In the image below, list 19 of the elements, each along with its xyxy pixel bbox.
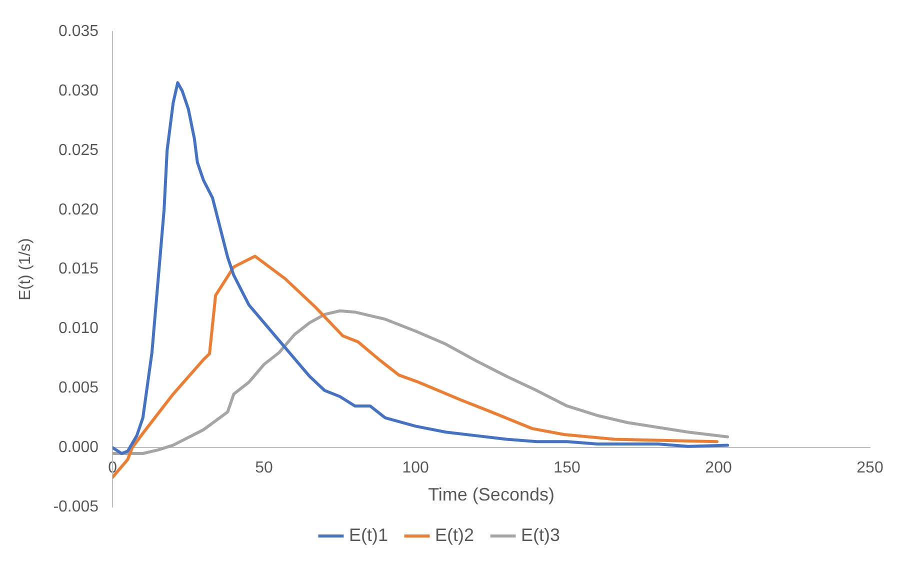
x-tick-label: 50	[255, 460, 274, 477]
legend-label: E(t)1	[348, 524, 388, 545]
y-tick-label: 0.015	[58, 260, 99, 278]
x-tick-label: 100	[402, 460, 429, 477]
y-tick-label: 0.020	[58, 201, 99, 218]
y-tick-label: 0.035	[58, 23, 99, 40]
y-tick-label: 0.025	[58, 142, 99, 159]
x-tick-label: 250	[856, 460, 884, 477]
y-axis-title: E(t) (1/s)	[17, 238, 34, 300]
y-tick-label: -0.005	[53, 498, 99, 516]
y-tick-label: 0.005	[58, 380, 99, 397]
legend-label: E(t)2	[434, 524, 474, 545]
x-axis-title: Time (Seconds)	[428, 484, 554, 505]
legend-label: E(t)3	[521, 524, 560, 545]
y-tick-label: 0.030	[58, 82, 99, 100]
y-tick-label: 0.000	[58, 438, 99, 456]
x-tick-label: 150	[554, 460, 580, 477]
x-tick-label: 200	[705, 460, 732, 477]
y-tick-label: 0.010	[58, 320, 99, 338]
